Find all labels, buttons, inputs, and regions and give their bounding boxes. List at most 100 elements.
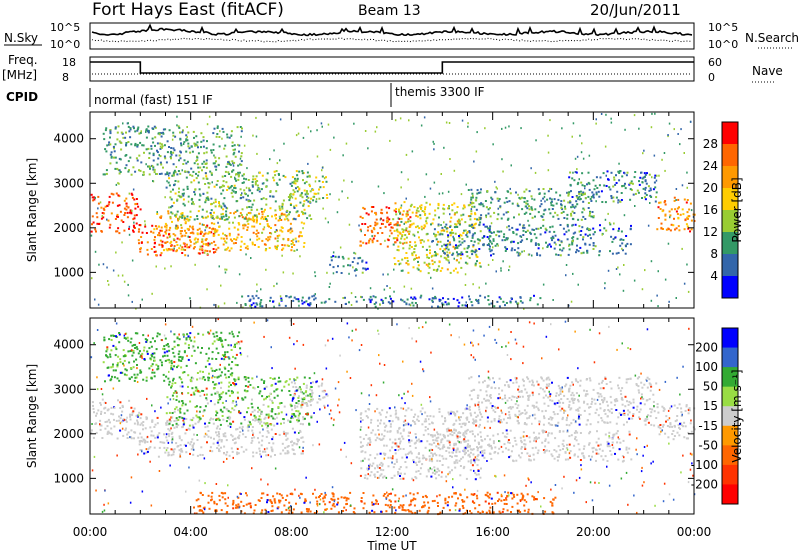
power-cell <box>409 225 412 228</box>
power-cell <box>617 199 620 202</box>
velocity-cell <box>466 444 469 447</box>
power-cell <box>116 213 119 216</box>
power-cell <box>185 150 188 153</box>
velocity-cell <box>417 415 420 418</box>
velocity-cell <box>236 364 239 367</box>
power-cell <box>521 196 523 199</box>
velocity-cell <box>310 415 313 418</box>
velocity-cell <box>149 426 152 429</box>
power-cell <box>586 183 588 186</box>
velocity-cell <box>598 448 601 451</box>
power-cell <box>349 264 352 267</box>
power-cell <box>152 168 155 171</box>
velocity-cell <box>253 436 256 439</box>
velocity-cell <box>438 410 441 413</box>
power-cell <box>197 146 199 149</box>
velocity-cell <box>475 458 478 461</box>
velocity-cell <box>430 443 433 446</box>
velocity-cell <box>118 333 121 336</box>
power-cell <box>424 213 426 216</box>
velocity-cell <box>145 379 148 382</box>
power-noise-cell <box>132 188 135 191</box>
power-cell <box>414 241 417 244</box>
power-cell <box>309 190 312 193</box>
velocity-cell <box>364 410 367 413</box>
power-cell <box>367 226 370 229</box>
power-cell <box>95 230 97 233</box>
velocity-cell <box>458 459 461 462</box>
power-noise-cell <box>410 287 413 290</box>
velocity-cell <box>117 355 120 358</box>
power-cell <box>372 206 375 208</box>
velocity-cell <box>379 474 382 477</box>
velocity-cell <box>100 410 103 413</box>
velocity-cell <box>568 443 571 446</box>
velocity-cell <box>550 453 553 456</box>
power-cell <box>203 152 206 155</box>
velocity-cell <box>140 439 142 442</box>
power-noise-cell <box>201 223 204 226</box>
velocity-cell <box>163 345 166 348</box>
power-cell <box>158 133 161 136</box>
power-cell <box>595 191 598 194</box>
velocity-cell <box>452 447 455 450</box>
velocity-cell <box>448 451 451 454</box>
velocity-cell <box>217 401 220 404</box>
power-cell <box>233 238 236 240</box>
velocity-cell <box>365 415 368 418</box>
power-cell <box>155 227 158 230</box>
power-cell <box>405 252 408 254</box>
power-cell <box>437 224 440 227</box>
velocity-cell <box>215 414 218 417</box>
velocity-cell <box>367 442 370 445</box>
power-noise-cell <box>644 269 646 272</box>
power-cell <box>460 218 463 221</box>
velocity-cell <box>173 345 176 348</box>
power-noise-cell <box>99 201 102 204</box>
power-cell <box>449 224 452 227</box>
power-cell <box>509 192 512 195</box>
power-noise-cell <box>638 127 640 130</box>
power-noise-cell <box>527 219 529 222</box>
velocity-cell <box>284 432 287 435</box>
velocity-cell <box>417 470 420 472</box>
velocity-cell <box>127 431 130 434</box>
power-cell <box>295 204 298 207</box>
velocity-cell <box>273 424 276 427</box>
velocity-cell <box>204 405 207 408</box>
power-cell <box>296 190 299 193</box>
velocity-cell <box>476 455 479 458</box>
power-cell <box>205 210 208 213</box>
colorbar-segment <box>722 122 738 145</box>
velocity-cell <box>226 408 229 411</box>
power-cell <box>476 238 479 241</box>
power-cell <box>266 172 269 175</box>
power-noise-cell <box>547 134 549 137</box>
power-cell <box>167 212 170 215</box>
velocity-cell <box>376 466 379 469</box>
power-cell <box>247 179 250 181</box>
power-cell <box>281 244 284 246</box>
power-cell <box>141 144 144 147</box>
velocity-cell <box>616 430 619 433</box>
power-noise-cell <box>302 227 304 230</box>
velocity-cell <box>193 433 195 436</box>
velocity-cell <box>176 426 178 429</box>
power-cell <box>182 194 185 197</box>
velocity-cell <box>434 472 437 475</box>
power-cell <box>254 305 257 308</box>
power-noise-cell <box>377 307 379 310</box>
power-cell <box>210 222 213 225</box>
velocity-cell <box>366 468 369 471</box>
power-cell <box>515 191 517 194</box>
power-cell <box>159 239 162 242</box>
velocity-cell <box>184 403 187 406</box>
velocity-cell <box>497 452 500 455</box>
power-noise-cell <box>650 126 653 129</box>
velocity-cell <box>270 415 273 418</box>
power-cell <box>246 213 248 216</box>
power-cell <box>243 224 246 227</box>
velocity-cell <box>196 372 199 374</box>
power-noise-cell <box>102 263 105 266</box>
power-cell <box>196 232 199 235</box>
